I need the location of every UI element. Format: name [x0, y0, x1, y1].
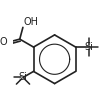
Text: Si: Si [19, 72, 27, 82]
Text: OH: OH [23, 17, 38, 27]
Text: O: O [0, 37, 7, 47]
Text: Si: Si [84, 42, 93, 52]
